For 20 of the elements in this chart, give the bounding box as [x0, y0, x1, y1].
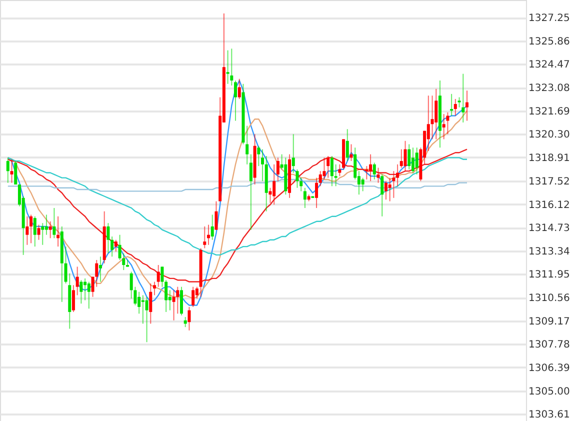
y-tick-label: 1303.61	[528, 410, 570, 421]
y-tick-label: 1307.78	[528, 340, 570, 351]
y-tick-label: 1306.39	[528, 362, 570, 374]
y-tick-label: 1323.08	[528, 83, 570, 94]
line-series	[7, 157, 468, 256]
line-series	[7, 148, 468, 282]
y-tick-label: 1327.25	[528, 13, 570, 24]
y-tick-label: 1316.12	[528, 200, 570, 211]
y-tick-label: 1325.86	[528, 36, 570, 48]
y-tick-label: 1305.00	[528, 386, 570, 398]
y-tick-label: 1318.91	[528, 153, 570, 164]
y-tick-label: 1321.69	[528, 106, 570, 118]
y-tick-label: 1320.30	[528, 130, 570, 141]
y-tick-label: 1310.56	[528, 293, 570, 304]
y-tick-label: 1311.95	[528, 270, 570, 281]
y-tick-label: 1317.52	[528, 176, 570, 188]
y-tick-label: 1313.34	[528, 246, 570, 258]
y-tick-label: 1314.73	[528, 223, 570, 234]
y-tick-label: 1324.47	[528, 60, 570, 71]
y-tick-label: 1309.17	[528, 316, 570, 328]
